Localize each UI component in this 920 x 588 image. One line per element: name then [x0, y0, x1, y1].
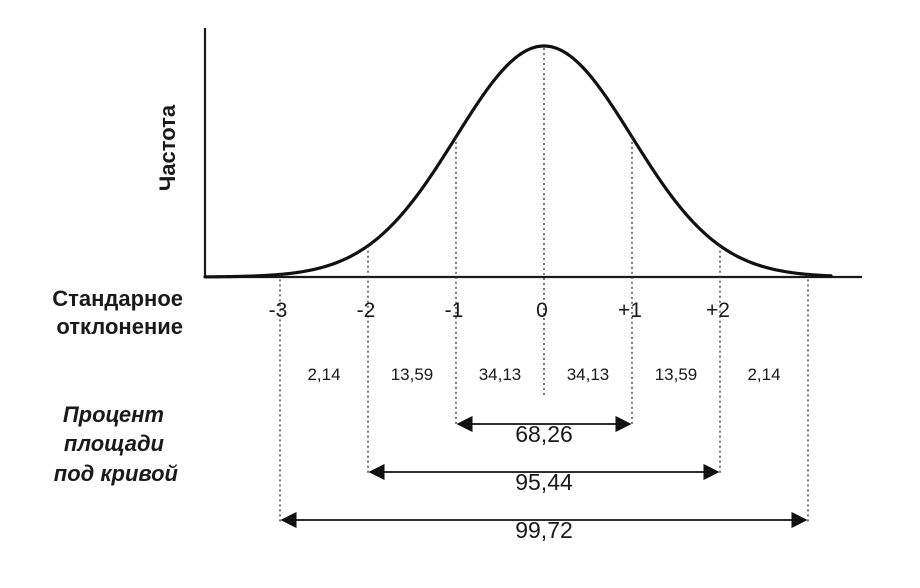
span-value-label: 99,72 [515, 517, 573, 543]
segment-percent-label: 2,14 [747, 365, 780, 384]
sd-tick-label: -1 [445, 299, 464, 322]
sd-tick-label: -2 [357, 299, 376, 322]
span-value-label: 68,26 [515, 421, 573, 447]
segment-percent-label: 34,13 [479, 365, 522, 384]
sd-tick-label: +1 [618, 299, 642, 322]
bell-curve [203, 44, 833, 279]
sd-tick-label: 0 [536, 299, 548, 322]
segment-percent-labels: 2,14 13,59 34,13 34,13 13,59 2,14 [307, 365, 780, 384]
pct-label-line1: Процент [63, 402, 164, 427]
segment-percent-label: 13,59 [391, 365, 434, 384]
segment-percent-label: 2,14 [307, 365, 340, 384]
span-label-bg [502, 448, 586, 470]
sd-tick-labels: -3 -2 -1 0 +1 +2 [269, 299, 730, 322]
cumulative-spans: 68,26 95,44 99,72 [280, 400, 808, 543]
sd-tick-label: +2 [706, 299, 730, 322]
span-1sd: 68,26 [456, 400, 632, 447]
y-axis-label: Частота [155, 104, 180, 191]
span-label-bg [502, 496, 586, 518]
pct-label-line2: площади [64, 431, 165, 456]
sd-label-line1: Стандарное [52, 286, 183, 311]
span-2sd: 95,44 [368, 448, 720, 495]
span-label-bg [502, 400, 586, 422]
sd-guide-lines [279, 48, 809, 522]
segment-percent-label: 34,13 [567, 365, 610, 384]
span-value-label: 95,44 [515, 469, 573, 495]
sd-tick-label: -3 [269, 299, 288, 322]
segment-percent-label: 13,59 [655, 365, 698, 384]
pct-label-line3: под кривой [54, 461, 179, 486]
sd-label-line2: отклонение [56, 314, 183, 339]
span-3sd: 99,72 [280, 496, 808, 543]
